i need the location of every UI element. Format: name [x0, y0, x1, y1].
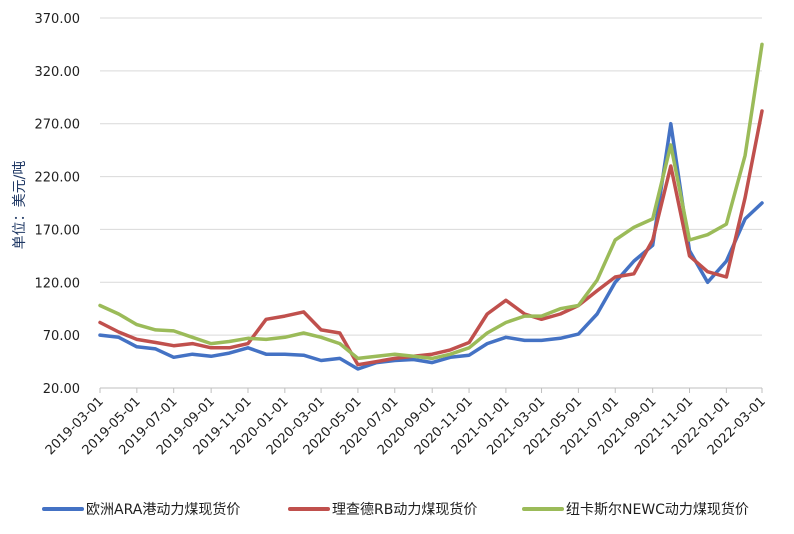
- y-tick-label: 320.00: [35, 65, 81, 80]
- x-axis: [99, 387, 763, 393]
- y-tick-label: 370.00: [35, 12, 81, 27]
- series-line-1: [98, 121, 764, 371]
- legend-label: 纽卡斯尔NEWC动力煤现货价: [566, 501, 749, 518]
- grid-lines: [100, 17, 762, 336]
- y-tick-label: 120.00: [35, 276, 81, 291]
- y-tick-label: 270.00: [35, 118, 81, 133]
- y-axis-label: 单位：美元/吨: [12, 161, 28, 250]
- legend-label: 欧洲ARA港动力煤现货价: [86, 501, 240, 518]
- series-line-2: [98, 109, 764, 367]
- series-line-3: [98, 42, 764, 361]
- y-tick-label: 220.00: [35, 171, 81, 186]
- y-axis-ticks: 20.00 70.00 120.00 170.00 220.00 270.00 320.00…: [35, 12, 81, 397]
- x-axis-ticks: 2019-03-012019-05-012019-07-012019-09-01…: [43, 394, 769, 458]
- y-tick-label: 70.00: [43, 329, 80, 344]
- y-tick-label: 170.00: [35, 223, 81, 238]
- series-lines: [98, 42, 764, 371]
- legend: 欧洲ARA港动力煤现货价 理查德RB动力煤现货价 纽卡斯尔NEWC动力煤现货价: [42, 501, 749, 518]
- legend-label: 理查德RB动力煤现货价: [332, 501, 477, 518]
- y-tick-label: 20.00: [43, 382, 80, 397]
